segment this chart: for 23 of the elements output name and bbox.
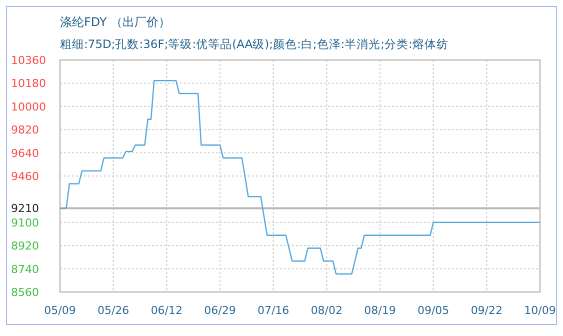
x-tick: 05/26: [97, 304, 130, 317]
y-tick: 8920: [11, 240, 39, 253]
y-tick: 9820: [11, 124, 39, 137]
x-tick: 08/02: [310, 304, 343, 317]
title: 涤纶FDY （出厂价）: [60, 15, 171, 29]
x-tick: 09/22: [470, 304, 503, 317]
x-tick: 07/16: [257, 304, 290, 317]
x-tick: 06/12: [150, 304, 183, 317]
x-tick: 08/19: [364, 304, 396, 317]
y-tick: 10000: [11, 100, 46, 114]
y-tick: 8560: [11, 286, 39, 299]
y-tick: 8740: [11, 262, 39, 276]
x-tick: 06/29: [204, 304, 236, 317]
y-tick: 9100: [11, 216, 39, 230]
y-tick: 9210: [11, 202, 39, 216]
y-tick: 9640: [11, 146, 39, 160]
x-tick: 05/09: [44, 304, 76, 317]
y-tick: 9460: [11, 170, 39, 183]
subtitle: 粗细:75D;孔数:36F;等级:优等品(AA级);颜色:白;色泽:半消光;分类:熔体纺: [60, 37, 448, 51]
y-tick: 10180: [11, 77, 46, 90]
x-tick: 09/05: [417, 304, 450, 317]
y-tick: 10360: [11, 54, 46, 67]
x-tick: 10/09: [524, 304, 556, 317]
